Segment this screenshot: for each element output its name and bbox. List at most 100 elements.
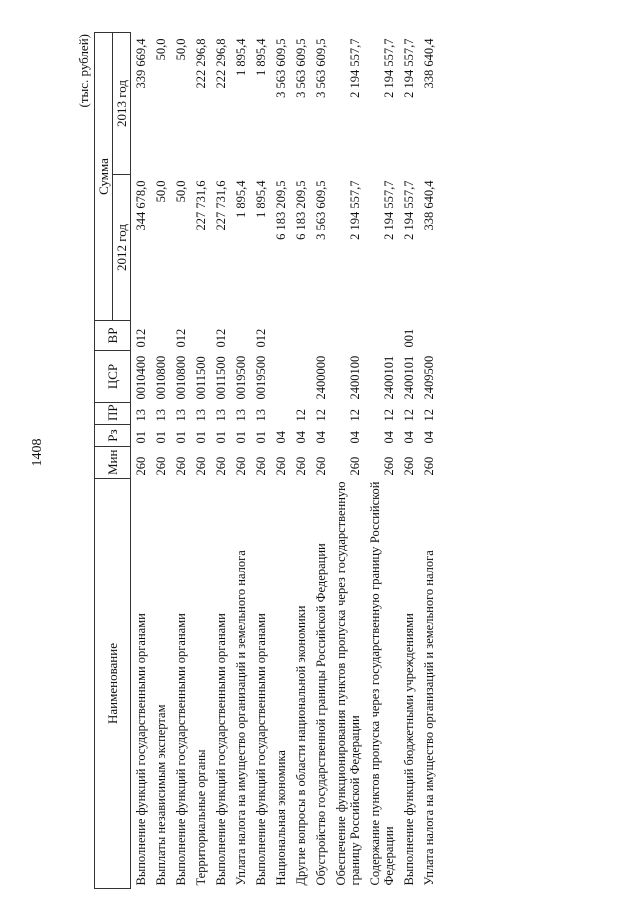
table-row: Уплата налога на имущество организаций и… <box>231 33 251 889</box>
cell-rz: 01 <box>154 431 168 444</box>
cell-rz: 04 <box>402 431 416 444</box>
cell-min: 260 <box>234 456 248 476</box>
header-min: Мин <box>94 446 131 479</box>
cell-vr <box>331 321 365 351</box>
cell-name: Содержание пунктов пропуска через госуда… <box>368 481 396 886</box>
cell-pr: 13 <box>214 409 228 422</box>
cell-name: Территориальные органы <box>194 749 208 886</box>
cell-pr: 12 <box>294 409 308 422</box>
cell-vr <box>419 321 439 351</box>
cell-csr: 2400101 <box>402 355 416 400</box>
cell-name: Уплата налога на имущество организаций и… <box>422 550 436 886</box>
table-row: Уплата налога на имущество организаций и… <box>419 33 439 889</box>
cell-csr: 0010400 <box>134 355 148 400</box>
cell-y2012: 6 183 209,5 <box>294 180 308 240</box>
cell-y2012: 3 563 609,5 <box>314 180 328 240</box>
cell-vr <box>191 321 211 351</box>
cell-min: 260 <box>174 456 188 476</box>
cell-csr <box>271 351 291 403</box>
cell-y2012: 227 731,6 <box>194 180 208 231</box>
header-sum: Сумма <box>94 32 113 321</box>
table-row: Выплаты независимым экспертам 260 01 13 0010… <box>151 33 171 889</box>
cell-rz: 01 <box>174 431 188 444</box>
cell-pr: 13 <box>154 409 168 422</box>
cell-y2012: 2 194 557,7 <box>348 180 362 240</box>
cell-min: 260 <box>274 456 288 476</box>
cell-rz: 04 <box>314 431 328 444</box>
cell-csr <box>291 351 311 403</box>
cell-csr: 0019500 <box>234 355 248 400</box>
cell-csr: 0011500 <box>214 356 228 400</box>
cell-y2012: 344 678,0 <box>134 180 148 231</box>
cell-rz: 04 <box>422 431 436 444</box>
cell-pr: 12 <box>422 409 436 422</box>
cell-pr: 13 <box>194 409 208 422</box>
cell-y2012: 2 194 557,7 <box>382 180 396 240</box>
page-number: 1408 <box>30 438 45 467</box>
table-row: Выполнение функций бюджетными учреждения… <box>399 33 419 889</box>
cell-csr: 2400100 <box>348 355 362 400</box>
header-name: Наименование <box>94 478 131 889</box>
cell-name: Обеспечение функционирования пунктов про… <box>334 481 362 886</box>
cell-pr: 13 <box>254 409 268 422</box>
cell-name: Выплаты независимым экспертам <box>154 704 168 886</box>
header-2012: 2012 год <box>112 174 131 321</box>
cell-rz: 04 <box>382 431 396 444</box>
cell-csr: 2400101 <box>382 355 396 400</box>
cell-name: Выполнение функций государственными орга… <box>254 613 268 886</box>
table-row: Выполнение функций государственными орга… <box>171 33 191 889</box>
cell-vr <box>291 321 311 351</box>
cell-vr <box>231 321 251 351</box>
cell-y2013: 1 895,4 <box>234 38 248 77</box>
cell-name: Выполнение функций бюджетными учреждения… <box>402 613 416 886</box>
cell-y2012: 1 895,4 <box>234 180 248 219</box>
cell-y2012: 50,0 <box>154 180 168 203</box>
cell-rz: 01 <box>194 431 208 444</box>
cell-min: 260 <box>382 456 396 476</box>
table-row: Другие вопросы в области национальной эк… <box>291 33 311 889</box>
cell-rz: 01 <box>254 431 268 444</box>
cell-min: 260 <box>214 456 228 476</box>
cell-y2013: 3 563 609,5 <box>274 38 288 98</box>
cell-pr: 12 <box>348 409 362 422</box>
cell-rz: 01 <box>134 431 148 444</box>
cell-vr: 012 <box>174 328 188 348</box>
cell-csr: 0011500 <box>194 356 208 400</box>
cell-y2013: 3 563 609,5 <box>294 38 308 98</box>
table-row: Обустройство государственной границы Рос… <box>311 33 331 889</box>
cell-y2013: 339 669,4 <box>134 38 148 89</box>
header-2013: 2013 год <box>112 32 131 175</box>
cell-name: Уплата налога на имущество организаций и… <box>234 550 248 886</box>
cell-rz: 04 <box>294 431 308 444</box>
cell-y2013: 3 563 609,5 <box>314 38 328 98</box>
cell-y2013: 222 296,8 <box>194 38 208 89</box>
table-row: Содержание пунктов пропуска через госуда… <box>365 33 399 889</box>
cell-vr: 012 <box>254 328 268 348</box>
cell-y2013: 50,0 <box>154 38 168 61</box>
cell-y2012: 2 194 557,7 <box>402 180 416 240</box>
cell-name: Выполнение функций государственными орга… <box>174 613 188 886</box>
cell-y2013: 1 895,4 <box>254 38 268 77</box>
cell-rz: 01 <box>234 431 248 444</box>
cell-pr: 12 <box>382 409 396 422</box>
header-csr: ЦСР <box>94 350 131 403</box>
cell-csr: 0019500 <box>254 355 268 400</box>
cell-min: 260 <box>194 456 208 476</box>
cell-y2012: 6 183 209,5 <box>274 180 288 240</box>
cell-vr <box>311 321 331 351</box>
cell-min: 260 <box>422 456 436 476</box>
cell-rz: 01 <box>214 431 228 444</box>
cell-name: Другие вопросы в области национальной эк… <box>294 605 308 886</box>
unit-label: (тыс. рублей) <box>76 34 91 108</box>
cell-vr: 012 <box>214 328 228 348</box>
cell-min: 260 <box>314 456 328 476</box>
table-row: Выполнение функций государственными орга… <box>211 33 231 889</box>
header-pr: ПР <box>94 402 131 425</box>
cell-y2012: 338 640,4 <box>422 180 436 231</box>
cell-name: Выполнение функций государственными орга… <box>134 613 148 886</box>
cell-y2012: 50,0 <box>174 180 188 203</box>
table-row: Выполнение функций государственными орга… <box>251 33 271 889</box>
cell-y2013: 222 296,8 <box>214 38 228 89</box>
cell-min: 260 <box>254 456 268 476</box>
